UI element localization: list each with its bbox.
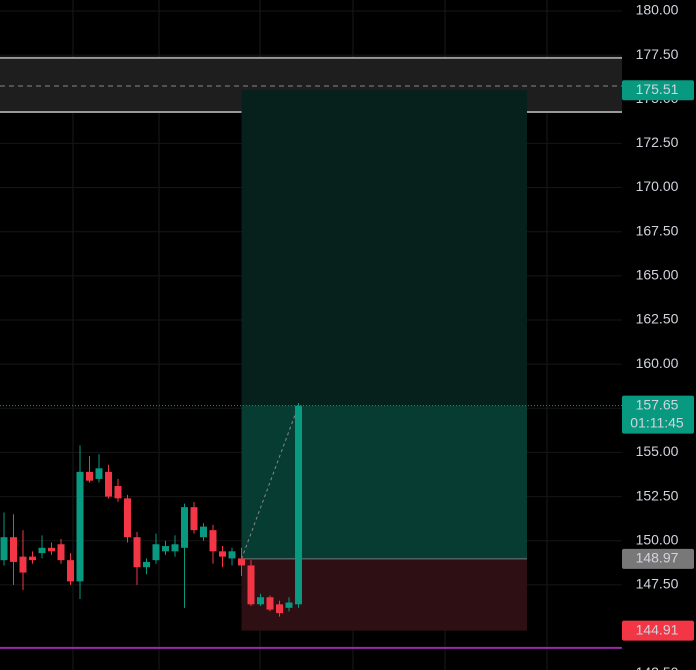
stop-zone (241, 558, 527, 631)
current-price-bg (622, 395, 694, 434)
candle-body (57, 544, 65, 561)
candle-body (19, 556, 27, 573)
candle-body (266, 597, 274, 610)
countdown-label: 01:11:45 (630, 414, 684, 430)
stop-label: 144.91 (636, 621, 679, 637)
candle-body (190, 507, 198, 531)
target-label-bg (622, 80, 694, 101)
y-tick-label: 160.00 (636, 355, 679, 371)
candle-body (285, 602, 293, 608)
y-tick-label: 172.50 (636, 134, 679, 150)
candle-body (38, 547, 46, 554)
candle-body (95, 468, 103, 479)
candle-body (162, 546, 169, 552)
candle-body (86, 471, 93, 481)
entry-label: 148.97 (636, 550, 679, 566)
candle-body (133, 537, 141, 568)
candle-body (219, 551, 226, 557)
profit-zone (241, 405, 527, 559)
current-price-label: 157.65 (636, 396, 679, 412)
candle-body (238, 558, 245, 566)
candle-body (181, 507, 188, 548)
candle-body (105, 471, 112, 497)
y-tick-label: 177.50 (636, 46, 679, 62)
y-tick-label: 165.00 (636, 267, 679, 283)
candle-body (276, 604, 283, 614)
candle-body (29, 556, 36, 561)
candle-body (152, 544, 160, 561)
y-tick-label: 180.00 (636, 2, 679, 18)
y-tick-label: 150.00 (636, 531, 679, 547)
candle-body (114, 485, 122, 499)
candle-body (171, 544, 179, 552)
y-tick-label: 170.00 (636, 178, 679, 194)
candle-body (295, 405, 302, 605)
candle-body (247, 565, 255, 605)
candle-body (124, 498, 131, 538)
candle-body (10, 537, 17, 562)
candle-body (200, 526, 207, 538)
y-tick-label: 162.50 (636, 311, 679, 327)
target-label: 175.51 (636, 81, 679, 97)
y-tick-label: 152.50 (636, 487, 679, 503)
y-tick-label: 155.00 (636, 443, 679, 459)
stop-label-bg (622, 620, 694, 641)
candle-body (48, 547, 55, 552)
y-tick-label: 147.50 (636, 576, 679, 592)
y-tick-label: 167.50 (636, 222, 679, 238)
entry-label-bg (622, 548, 694, 569)
candle-body (143, 561, 150, 568)
candle-body (228, 551, 236, 559)
candle-body (257, 597, 264, 605)
candle-body (209, 530, 217, 552)
candle-body (67, 560, 74, 582)
candle-body (0, 537, 8, 561)
y-tick-label: 142.50 (636, 664, 679, 670)
candle-body (76, 471, 84, 582)
